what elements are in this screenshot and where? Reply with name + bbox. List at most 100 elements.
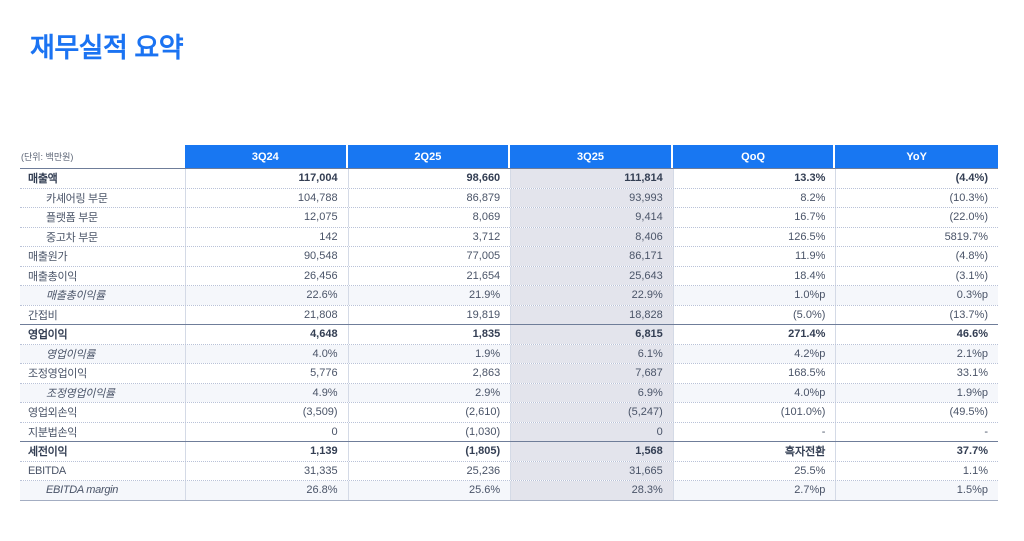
cell-2q25: 86,879 [347,188,511,207]
cell-qoq: - [672,422,836,441]
row-label: EBITDA margin [20,481,185,500]
table-row: 조정영업이익 5,776 2,863 7,687 168.5% 33.1% [20,363,998,383]
cell-3q25: 28.3% [510,481,673,500]
cell-3q24: 26,456 [185,266,348,285]
cell-2q25: 25.6% [347,481,511,500]
cell-3q25: 6,815 [510,325,673,344]
cell-3q25: 8,406 [510,227,673,246]
cell-3q25: 18,828 [510,305,673,324]
cell-3q24: 22.6% [185,286,348,305]
cell-3q25: 1,568 [510,442,673,461]
cell-3q25: 22.9% [510,286,673,305]
cell-2q25: (1,030) [347,422,511,441]
cell-3q24: 4.9% [185,383,348,402]
cell-3q24: 31,335 [185,461,348,480]
cell-2q25: 2,863 [347,364,511,383]
cell-2q25: 1,835 [347,325,511,344]
cell-yoy: 5819.7% [835,227,998,246]
cell-3q24: 4.0% [185,344,348,363]
cell-2q25: 2.9% [347,383,511,402]
column-header-2q25: 2Q25 [347,145,511,168]
cell-qoq: 2.7%p [672,481,836,500]
cell-2q25: 8,069 [347,208,511,227]
cell-2q25: 98,660 [347,169,511,188]
cell-qoq: 4.2%p [672,344,836,363]
table-row: 매출액 117,004 98,660 111,814 13.3% (4.4%) [20,168,998,188]
cell-qoq: 126.5% [672,227,836,246]
cell-3q25: 7,687 [510,364,673,383]
cell-3q24: 12,075 [185,208,348,227]
table-row: 영업외손익 (3,509) (2,610) (5,247) (101.0%) (49.5%… [20,402,998,422]
cell-qoq: 흑자전환 [672,442,836,461]
cell-3q25: 31,665 [510,461,673,480]
table-row: EBITDA margin 26.8% 25.6% 28.3% 2.7%p 1.5%p [20,480,998,500]
cell-yoy: (49.5%) [835,403,998,422]
row-label: 조정영업이익률 [20,383,185,402]
cell-qoq: 4.0%p [672,383,836,402]
table-row: 세전이익 1,139 (1,805) 1,568 흑자전환 37.7% [20,441,998,461]
cell-3q24: 0 [185,422,348,441]
cell-yoy: (3.1%) [835,266,998,285]
row-label: 세전이익 [20,442,185,461]
cell-qoq: 168.5% [672,364,836,383]
column-header-yoy: YoY [835,145,998,168]
cell-3q25: 93,993 [510,188,673,207]
cell-yoy: 46.6% [835,325,998,344]
table-row: 중고차 부문 142 3,712 8,406 126.5% 5819.7% [20,226,998,246]
table-header-row: (단위: 백만원) 3Q24 2Q25 3Q25 QoQ YoY [20,145,998,168]
row-label: 매출원가 [20,247,185,266]
cell-yoy: 33.1% [835,364,998,383]
cell-2q25: 21,654 [347,266,511,285]
cell-3q24: 117,004 [185,169,348,188]
cell-qoq: 13.3% [672,169,836,188]
cell-yoy: 0.3%p [835,286,998,305]
table-row: 지분법손익 0 (1,030) 0- - [20,421,998,441]
row-label: 간접비 [20,305,185,324]
cell-2q25: (2,610) [347,403,511,422]
column-header-3q25: 3Q25 [510,145,673,168]
row-label: 매출총이익률 [20,286,185,305]
row-label: 영업이익률 [20,344,185,363]
cell-yoy: 1.5%p [835,481,998,500]
cell-2q25: 3,712 [347,227,511,246]
cell-yoy: 1.1% [835,461,998,480]
cell-qoq: 25.5% [672,461,836,480]
cell-yoy: (4.8%) [835,247,998,266]
table-row: 플랫폼 부문 12,075 8,069 9,414 16.7% (22.0%) [20,207,998,227]
cell-yoy: - [835,422,998,441]
cell-3q25: 9,414 [510,208,673,227]
cell-3q24: 1,139 [185,442,348,461]
financial-summary-table: (단위: 백만원) 3Q24 2Q25 3Q25 QoQ YoY 매출액 117,004 9… [20,145,998,501]
table-row: 영업이익률 4.0% 1.9% 6.1% 4.2%p 2.1%p [20,343,998,363]
cell-3q25: 6.9% [510,383,673,402]
row-label: 영업이익 [20,325,185,344]
cell-3q25: 111,814 [510,169,673,188]
row-label: 매출액 [20,169,185,188]
cell-qoq: (101.0%) [672,403,836,422]
cell-3q24: 21,808 [185,305,348,324]
table-row: 영업이익 4,648 1,835 6,815 271.4% 46.6% [20,324,998,344]
cell-qoq: 11.9% [672,247,836,266]
table-row: 카셰어링 부문 104,788 86,879 93,993 8.2% (10.3%) [20,187,998,207]
cell-qoq: 271.4% [672,325,836,344]
table-row: 매출총이익률 22.6% 21.9% 22.9% 1.0%p 0.3%p [20,285,998,305]
cell-2q25: 77,005 [347,247,511,266]
cell-3q25: 0 [510,422,673,441]
cell-3q25: (5,247) [510,403,673,422]
cell-qoq: (5.0%) [672,305,836,324]
row-label: 플랫폼 부문 [20,208,185,227]
table-row: EBITDA 31,335 25,236 31,665 25.5% 1.1% [20,460,998,480]
cell-3q24: 142 [185,227,348,246]
cell-yoy: (22.0%) [835,208,998,227]
page-title: 재무실적 요약 [30,33,184,63]
cell-3q25: 86,171 [510,247,673,266]
cell-qoq: 8.2% [672,188,836,207]
cell-3q24: 26.8% [185,481,348,500]
cell-3q24: 4,648 [185,325,348,344]
cell-yoy: (13.7%) [835,305,998,324]
row-label: 매출총이익 [20,266,185,285]
row-label: 중고차 부문 [20,227,185,246]
cell-3q24: 104,788 [185,188,348,207]
unit-label: (단위: 백만원) [20,145,185,168]
